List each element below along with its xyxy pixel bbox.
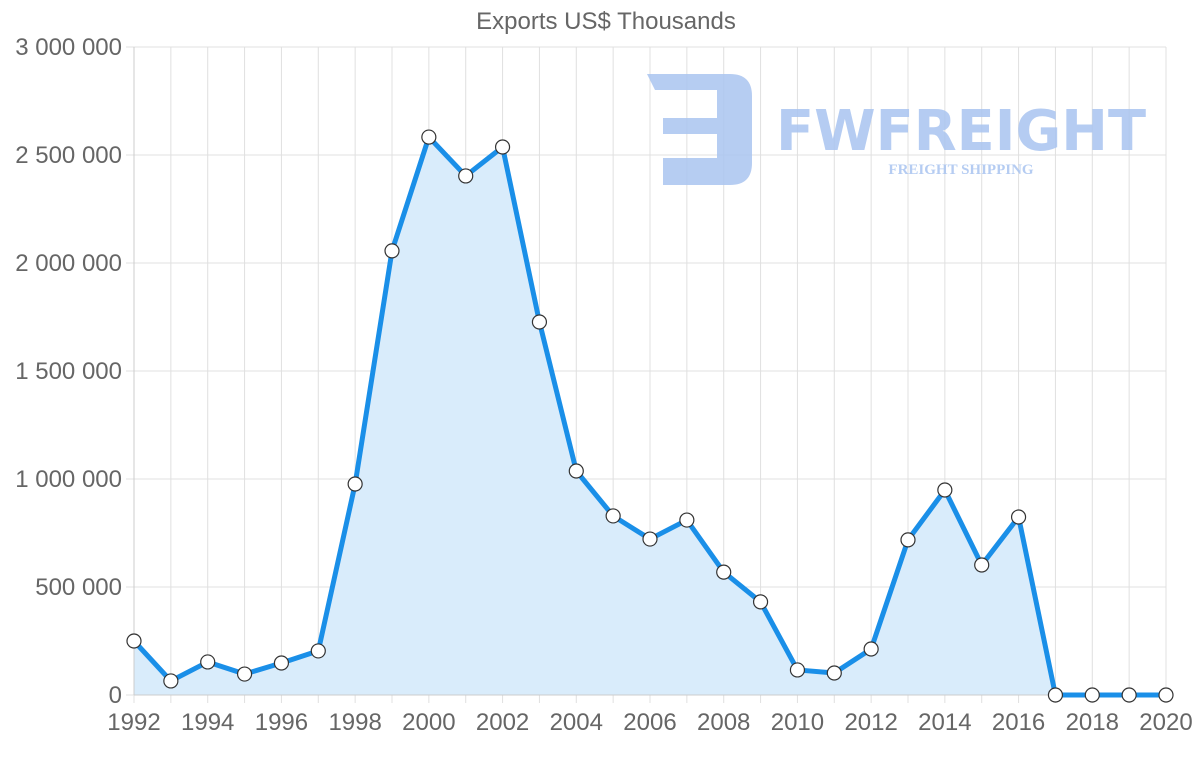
y-axis-ticks: 0 500 000 1 000 000 1 500 000 2 000 000 2 500…	[15, 34, 122, 709]
data-point-marker[interactable]	[273, 655, 290, 671]
x-tick-label: 2000	[402, 709, 455, 736]
x-tick-label: 1996	[255, 709, 308, 736]
x-tick-label: 2014	[918, 709, 971, 736]
data-point-marker[interactable]	[1158, 687, 1174, 703]
data-point-marker[interactable]	[900, 532, 916, 548]
data-point-marker[interactable]	[200, 654, 216, 670]
data-point-marker[interactable]	[605, 508, 621, 524]
data-point-marker[interactable]	[531, 314, 548, 330]
data-point-marker[interactable]	[679, 512, 695, 528]
data-point-marker[interactable]	[642, 531, 658, 547]
x-tick-label: 2008	[697, 709, 750, 736]
x-tick-label: 1998	[328, 709, 381, 736]
data-point-marker[interactable]	[1084, 687, 1100, 703]
data-point-marker[interactable]	[1010, 509, 1027, 525]
x-tick-label: 2006	[623, 709, 676, 736]
watermark-brand: FWFREIGHT	[776, 99, 1146, 164]
data-point-marker[interactable]	[863, 641, 879, 657]
x-tick-label: 1992	[107, 709, 160, 736]
data-point-marker[interactable]	[494, 139, 511, 155]
data-point-marker[interactable]	[458, 168, 474, 184]
data-point-marker[interactable]	[163, 673, 179, 689]
x-axis-ticks: 1992 1994 1996 1998 2000 2002 2004 2006 2008 2010…	[107, 709, 1192, 736]
data-point-marker[interactable]	[384, 243, 400, 259]
x-tick-label: 2004	[550, 709, 603, 736]
data-point-marker[interactable]	[716, 564, 732, 580]
y-tick-label: 1 000 000	[15, 466, 122, 493]
x-tick-label: 2018	[1066, 709, 1119, 736]
y-tick-label: 2 000 000	[15, 250, 122, 277]
data-point-marker[interactable]	[236, 666, 253, 682]
data-point-marker[interactable]	[826, 665, 842, 681]
data-point-marker[interactable]	[347, 476, 363, 492]
y-tick-label: 3 000 000	[15, 34, 122, 61]
data-point-marker[interactable]	[310, 643, 326, 659]
y-tick-label: 0	[109, 682, 122, 709]
axes	[133, 47, 1166, 696]
data-point-marker[interactable]	[752, 594, 769, 610]
data-point-marker[interactable]	[1047, 687, 1064, 703]
watermark-logo: FWFREIGHT FREIGHT SHIPPING	[647, 74, 1146, 185]
data-point-marker[interactable]	[789, 662, 806, 678]
y-tick-label: 1 500 000	[15, 358, 122, 385]
y-tick-label: 2 500 000	[15, 142, 122, 169]
x-tick-label: 2012	[844, 709, 897, 736]
data-point-marker[interactable]	[1121, 687, 1137, 703]
chart-title: Exports US$ Thousands	[476, 8, 736, 35]
data-points	[126, 129, 1174, 703]
x-tick-label: 2002	[476, 709, 529, 736]
data-point-marker[interactable]	[937, 482, 953, 498]
data-point-marker[interactable]	[421, 129, 437, 145]
x-tick-label: 1994	[181, 709, 234, 736]
x-tick-label: 2020	[1139, 709, 1192, 736]
x-tick-label: 2010	[771, 709, 824, 736]
watermark-tagline: FREIGHT SHIPPING	[888, 162, 1033, 178]
data-point-marker[interactable]	[568, 463, 584, 479]
area-fill	[134, 137, 1166, 695]
data-point-marker[interactable]	[974, 557, 990, 573]
fw-logo-icon	[647, 74, 752, 185]
y-tick-label: 500 000	[35, 574, 122, 601]
data-point-marker[interactable]	[126, 633, 142, 649]
x-tick-label: 2016	[992, 709, 1045, 736]
